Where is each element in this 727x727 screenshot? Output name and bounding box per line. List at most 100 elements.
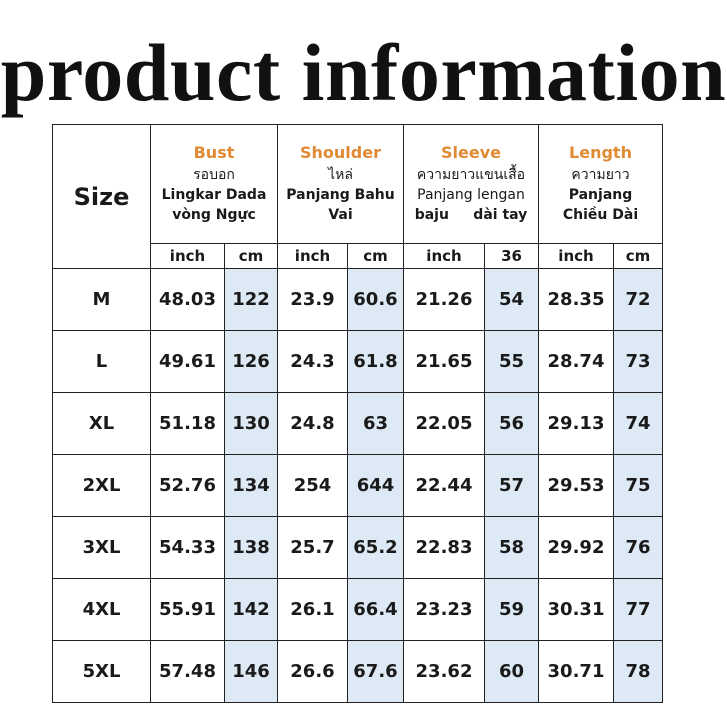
- length-thai: ความยาว: [571, 167, 630, 183]
- bust-inch-unit: inch: [150, 243, 225, 269]
- table-row: 4XL 55.91 142 26.1 66.4 23.23 59 30.31 77: [52, 578, 663, 641]
- shoulder-header: Shoulder ไหล่ Panjang Bahu Vai: [277, 124, 404, 244]
- shoulder-inch-cell: 24.3: [277, 330, 348, 393]
- bust-cm-cell: 146: [224, 640, 278, 703]
- length-title: Length: [569, 143, 632, 162]
- sleeve-cm-cell: 59: [484, 578, 539, 641]
- sleeve-cm-cell: 57: [484, 454, 539, 517]
- length-cm-cell: 74: [613, 392, 663, 455]
- shoulder-inch-unit: inch: [277, 243, 348, 269]
- table-row: M 48.03 122 23.9 60.6 21.26 54 28.35 72: [52, 268, 663, 331]
- sleeve-cm-cell: 56: [484, 392, 539, 455]
- shoulder-title: Shoulder: [300, 143, 381, 162]
- bust-inch-cell: 57.48: [150, 640, 225, 703]
- bust-cm-cell: 130: [224, 392, 278, 455]
- length-inch-cell: 28.74: [538, 330, 614, 393]
- length-cm-cell: 72: [613, 268, 663, 331]
- sleeve-vietnamese: baju dài tay: [414, 207, 528, 223]
- shoulder-inch-cell: 26.6: [277, 640, 348, 703]
- sleeve-thai: ความยาวแขนเสื้อ: [416, 167, 526, 183]
- bust-title: Bust: [193, 143, 235, 162]
- bust-inch-cell: 54.33: [150, 516, 225, 579]
- length-cm-cell: 77: [613, 578, 663, 641]
- sleeve-inch-cell: 22.83: [403, 516, 485, 579]
- table-row: L 49.61 126 24.3 61.8 21.65 55 28.74 73: [52, 330, 663, 393]
- shoulder-cm-cell: 66.4: [347, 578, 404, 641]
- size-label-cell: 5XL: [52, 640, 151, 703]
- bust-inch-cell: 55.91: [150, 578, 225, 641]
- bust-cm-cell: 138: [224, 516, 278, 579]
- bust-header: Bust รอบอก Lingkar Dada vòng Ngực: [150, 124, 278, 244]
- table-row: 5XL 57.48 146 26.6 67.6 23.62 60 30.71 78: [52, 640, 663, 703]
- length-cm-cell: 76: [613, 516, 663, 579]
- sleeve-cm-cell: 55: [484, 330, 539, 393]
- sleeve-cm-cell: 60: [484, 640, 539, 703]
- shoulder-vietnamese: Vai: [328, 207, 353, 223]
- shoulder-cm-cell: 644: [347, 454, 404, 517]
- bust-inch-cell: 52.76: [150, 454, 225, 517]
- sleeve-malay: Panjang lengan: [417, 187, 525, 203]
- shoulder-cm-cell: 60.6: [347, 268, 404, 331]
- size-chart-table: Size Bust รอบอก Lingkar Dada vòng Ngực S…: [52, 124, 663, 703]
- bust-cm-cell: 142: [224, 578, 278, 641]
- shoulder-malay: Panjang Bahu: [286, 187, 395, 203]
- length-vietnamese: Chiều Dài: [562, 207, 639, 223]
- sleeve-inch-cell: 23.62: [403, 640, 485, 703]
- length-cm-unit: cm: [613, 243, 663, 269]
- shoulder-cm-cell: 63: [347, 392, 404, 455]
- sleeve-cm-cell: 58: [484, 516, 539, 579]
- shoulder-inch-cell: 25.7: [277, 516, 348, 579]
- shoulder-inch-cell: 24.8: [277, 392, 348, 455]
- bust-thai: รอบอก: [193, 167, 235, 183]
- length-inch-cell: 29.53: [538, 454, 614, 517]
- shoulder-inch-cell: 26.1: [277, 578, 348, 641]
- sleeve-cm-unit: 36: [484, 243, 539, 269]
- sleeve-inch-cell: 22.05: [403, 392, 485, 455]
- bust-inch-cell: 48.03: [150, 268, 225, 331]
- category-header-row: Size Bust รอบอก Lingkar Dada vòng Ngực S…: [52, 124, 663, 269]
- table-row: 3XL 54.33 138 25.7 65.2 22.83 58 29.92 76: [52, 516, 663, 579]
- sleeve-inch-cell: 22.44: [403, 454, 485, 517]
- length-inch-cell: 29.92: [538, 516, 614, 579]
- page-title: product information: [0, 27, 727, 118]
- length-cm-cell: 78: [613, 640, 663, 703]
- size-label-cell: XL: [52, 392, 151, 455]
- bust-vietnamese: vòng Ngực: [172, 207, 256, 223]
- shoulder-cm-cell: 67.6: [347, 640, 404, 703]
- length-inch-cell: 28.35: [538, 268, 614, 331]
- bust-cm-cell: 126: [224, 330, 278, 393]
- sleeve-inch-cell: 21.65: [403, 330, 485, 393]
- sleeve-cm-cell: 54: [484, 268, 539, 331]
- bust-inch-cell: 49.61: [150, 330, 225, 393]
- bust-malay: Lingkar Dada: [161, 187, 267, 203]
- length-cm-cell: 73: [613, 330, 663, 393]
- sleeve-title: Sleeve: [441, 143, 501, 162]
- sleeve-inch-cell: 21.26: [403, 268, 485, 331]
- size-label-cell: 3XL: [52, 516, 151, 579]
- sleeve-inch-unit: inch: [403, 243, 485, 269]
- shoulder-cm-cell: 61.8: [347, 330, 404, 393]
- length-malay: Panjang: [568, 187, 633, 203]
- length-inch-unit: inch: [538, 243, 614, 269]
- table-row: 2XL 52.76 134 254 644 22.44 57 29.53 75: [52, 454, 663, 517]
- bust-cm-cell: 134: [224, 454, 278, 517]
- table-row: XL 51.18 130 24.8 63 22.05 56 29.13 74: [52, 392, 663, 455]
- bust-cm-unit: cm: [224, 243, 278, 269]
- length-cm-cell: 75: [613, 454, 663, 517]
- shoulder-thai: ไหล่: [328, 167, 353, 183]
- bust-cm-cell: 122: [224, 268, 278, 331]
- size-label-cell: L: [52, 330, 151, 393]
- sleeve-inch-cell: 23.23: [403, 578, 485, 641]
- length-inch-cell: 30.71: [538, 640, 614, 703]
- shoulder-cm-unit: cm: [347, 243, 404, 269]
- size-label-cell: 4XL: [52, 578, 151, 641]
- unit-header-row: inch cm inch cm inch 36 inch cm: [53, 243, 663, 269]
- length-inch-cell: 30.31: [538, 578, 614, 641]
- shoulder-inch-cell: 254: [277, 454, 348, 517]
- bust-inch-cell: 51.18: [150, 392, 225, 455]
- length-header: Length ความยาว Panjang Chiều Dài: [538, 124, 663, 244]
- size-label-cell: M: [52, 268, 151, 331]
- shoulder-inch-cell: 23.9: [277, 268, 348, 331]
- shoulder-cm-cell: 65.2: [347, 516, 404, 579]
- size-column-header: Size: [52, 124, 151, 269]
